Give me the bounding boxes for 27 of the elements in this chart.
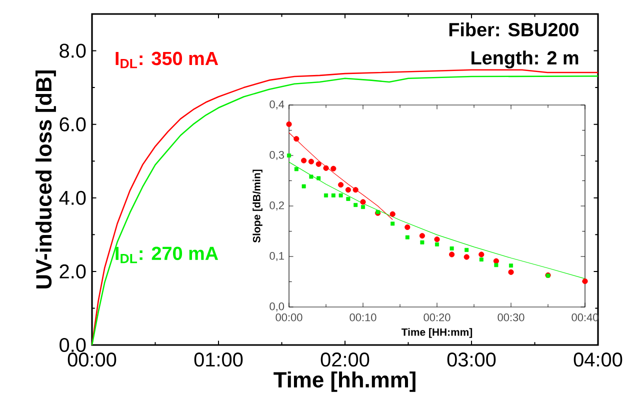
y-tick-label: 0.0 [60,338,86,352]
y-tick-label: 0,2 [270,201,284,211]
y-tick-label: 0,3 [270,150,284,160]
y-tick-label: 0,4 [270,100,284,110]
y-tick-label: 0,1 [270,252,284,262]
annotation: Fiber: SBU200 [449,22,579,36]
x-axis-title: Time [hh.mm] [274,371,416,392]
x-tick-label: 00:30 [498,314,524,322]
x-tick-label: 01:00 [194,352,243,367]
y-axis-title: UV-induced loss [dB] [36,70,56,288]
y-axis-title: Slope [dB/min] [252,170,262,243]
x-tick-label: 00:10 [350,314,376,322]
x-tick-label: 02:00 [320,352,370,367]
x-tick-label: 00:00 [276,314,302,322]
y-tick-label: 6.0 [60,117,86,132]
x-tick-label: 00:20 [424,314,450,322]
x-axis-title: Time [HH:mm] [401,328,472,338]
x-tick-label: 00:00 [68,352,116,367]
series-label: I$_{DL}$: 270 mA [116,246,218,264]
y-tick-label: 0,0 [270,302,284,312]
series-label: I$_{DL}$: 350 mA [116,52,218,68]
y-tick-label: 8.0 [60,44,86,58]
y-tick-label: 2.0 [60,264,86,278]
y-tick-label: 4.0 [59,190,86,205]
x-tick-label: 04:00 [574,352,622,367]
x-tick-label: 03:00 [447,352,496,367]
annotation: Length: 2 m [472,50,578,68]
